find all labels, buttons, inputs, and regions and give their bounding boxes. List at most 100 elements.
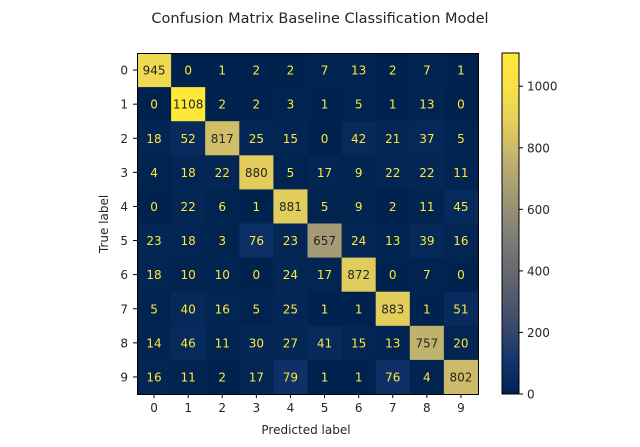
colorbar-ticks: 0 200 400 600 800 1000 xyxy=(519,80,558,402)
cell-value-label: 13 xyxy=(385,234,400,248)
colorbar xyxy=(501,52,520,395)
cell-value-label: 2 xyxy=(389,200,397,214)
y-tick-label: 6 xyxy=(120,268,128,282)
heatmap-cell xyxy=(307,223,343,259)
heatmap-cell xyxy=(341,359,377,395)
x-axis-ticks: 0 1 2 3 4 5 6 7 8 9 xyxy=(150,394,465,415)
y-tick-label: 2 xyxy=(120,132,128,146)
heatmap-cell xyxy=(273,53,309,88)
cell-value-label: 10 xyxy=(181,268,196,282)
heatmap-cell xyxy=(341,155,377,190)
cell-value-label: 7 xyxy=(321,64,329,78)
heatmap-cell xyxy=(341,291,377,327)
cell-value-label: 16 xyxy=(215,302,230,316)
y-axis-ticks: 0 1 2 3 4 5 6 7 8 9 xyxy=(120,64,137,384)
heatmap-cell xyxy=(171,257,206,293)
cell-value-label: 13 xyxy=(351,64,366,78)
heatmap-cell xyxy=(137,257,172,293)
heatmap-cell xyxy=(137,325,172,361)
cell-value-label: 0 xyxy=(253,268,261,282)
cell-value-label: 9 xyxy=(355,166,363,180)
y-tick-label: 7 xyxy=(120,302,128,316)
cell-value-label: 945 xyxy=(143,64,166,78)
y-tick-label: 4 xyxy=(120,200,128,214)
cell-value-label: 7 xyxy=(423,268,431,282)
heatmap-cell xyxy=(409,121,445,156)
heatmap-cell xyxy=(375,53,411,88)
heatmap-cell xyxy=(443,87,479,122)
heatmap-cell xyxy=(205,155,240,190)
heatmap-cell xyxy=(409,325,445,361)
colorbar-tick-label: 1000 xyxy=(527,80,558,94)
cell-value-label: 880 xyxy=(245,166,268,180)
cell-value-label: 5 xyxy=(150,302,158,316)
heatmap-cell xyxy=(273,189,309,225)
heatmap-cell xyxy=(341,87,377,122)
cell-value-label: 27 xyxy=(283,336,298,350)
cell-value-labels: 945 0 1 2 2 7 13 2 7 10 1108 2 2 3 1 5 1 13 018 52 817 25 15 0 4… xyxy=(143,64,473,385)
cell-value-label: 817 xyxy=(211,132,234,146)
heatmap-cell xyxy=(137,223,172,259)
cell-value-label: 45 xyxy=(453,200,468,214)
heatmap-cell xyxy=(239,359,274,395)
heatmap-cell xyxy=(137,189,172,225)
heatmap-cell xyxy=(341,189,377,225)
cell-value-label: 17 xyxy=(317,166,332,180)
cell-value-label: 2 xyxy=(287,64,295,78)
cell-value-label: 802 xyxy=(449,370,472,384)
heatmap-cell xyxy=(273,359,309,395)
cell-value-label: 5 xyxy=(287,166,295,180)
heatmap-cell xyxy=(171,223,206,259)
cell-value-label: 5 xyxy=(355,98,363,112)
cell-value-label: 11 xyxy=(419,200,434,214)
heatmap-cell xyxy=(239,325,274,361)
y-tick-label: 3 xyxy=(120,166,128,180)
cell-value-label: 4 xyxy=(423,370,431,384)
cell-value-label: 1 xyxy=(355,370,363,384)
heatmap-cell xyxy=(205,53,240,88)
heatmap-cell xyxy=(375,223,411,259)
heatmap-cell xyxy=(409,359,445,395)
x-tick-label: 5 xyxy=(321,401,329,415)
x-tick-label: 3 xyxy=(253,401,261,415)
heatmap-cell xyxy=(137,53,172,88)
cell-value-label: 15 xyxy=(351,336,366,350)
cell-value-label: 23 xyxy=(146,234,161,248)
cell-value-label: 3 xyxy=(218,234,226,248)
cell-value-label: 1 xyxy=(389,98,397,112)
heatmap-cells xyxy=(137,53,479,395)
heatmap-cell xyxy=(171,53,206,88)
cell-value-label: 11 xyxy=(453,166,468,180)
chart-title: Confusion Matrix Baseline Classification… xyxy=(151,11,488,27)
cell-value-label: 2 xyxy=(253,98,261,112)
heatmap-cell xyxy=(205,121,240,156)
x-axis-label: Predicted label xyxy=(261,423,350,437)
heatmap-cell xyxy=(409,223,445,259)
heatmap-cell xyxy=(307,53,343,88)
cell-value-label: 41 xyxy=(317,336,332,350)
heatmap-cell xyxy=(375,325,411,361)
heatmap-cell xyxy=(239,87,274,122)
cell-value-label: 1 xyxy=(218,64,226,78)
y-tick-label: 1 xyxy=(120,98,128,112)
heatmap-cell xyxy=(307,257,343,293)
heatmap-cell xyxy=(341,223,377,259)
heatmap-cell xyxy=(409,189,445,225)
cell-value-label: 21 xyxy=(385,132,400,146)
heatmap-cell xyxy=(171,291,206,327)
cell-value-label: 22 xyxy=(385,166,400,180)
cell-value-label: 1 xyxy=(423,302,431,316)
x-tick-label: 0 xyxy=(150,401,158,415)
cell-value-label: 657 xyxy=(313,234,336,248)
heatmap-cell xyxy=(443,325,479,361)
cell-value-label: 872 xyxy=(347,268,370,282)
heatmap-cell xyxy=(307,189,343,225)
heatmap-cell xyxy=(375,257,411,293)
cell-value-label: 22 xyxy=(181,200,196,214)
heatmap-cell xyxy=(137,121,172,156)
cell-value-label: 1108 xyxy=(173,98,204,112)
cell-value-label: 24 xyxy=(351,234,366,248)
heatmap-cell xyxy=(409,155,445,190)
heatmap-cell xyxy=(443,359,479,395)
heatmap-cell xyxy=(443,53,479,88)
